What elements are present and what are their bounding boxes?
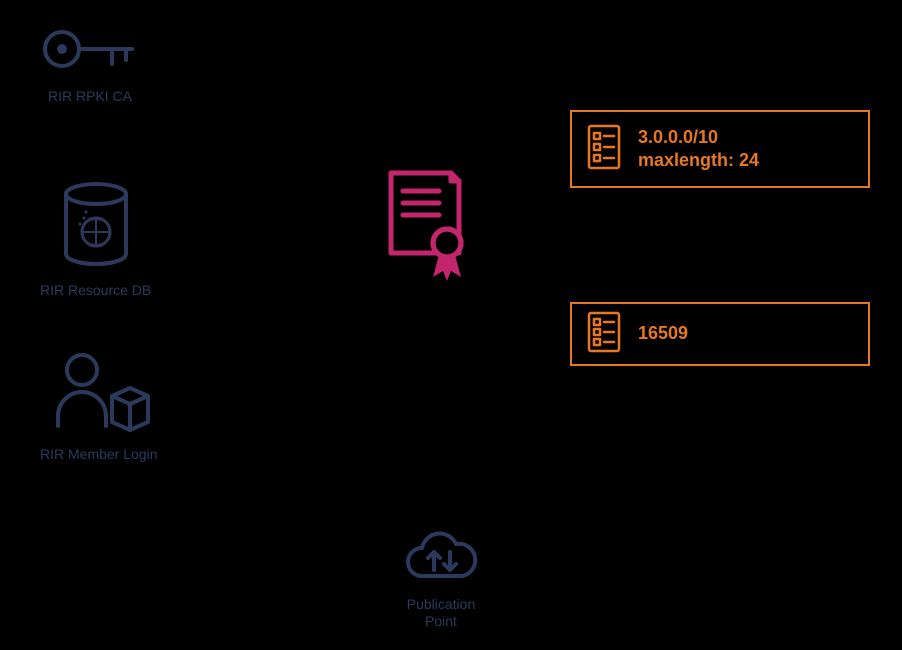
certificate-icon [375, 165, 475, 285]
node-member-login: RIR Member Login [40, 348, 158, 463]
asn-value: 16509 [638, 322, 688, 345]
database-globe-icon [46, 182, 146, 274]
box-asn: 16509 [570, 302, 870, 366]
node-publication-point: Publication Point [398, 530, 484, 630]
node-rpki-ca: RIR RPKI CA [40, 18, 140, 105]
list-icon [586, 310, 622, 359]
label-rpki-ca: RIR RPKI CA [48, 88, 132, 105]
label-publication-point: Publication Point [407, 596, 476, 630]
label-member-login: RIR Member Login [40, 446, 158, 463]
user-package-icon [44, 348, 154, 438]
node-certificate [375, 165, 475, 285]
prefix-value: 3.0.0.0/10 [638, 126, 759, 149]
node-resource-db: RIR Resource DB [40, 182, 151, 299]
prefix-maxlength: maxlength: 24 [638, 149, 759, 172]
cloud-upload-download-icon [398, 530, 484, 588]
key-icon [40, 18, 140, 80]
list-icon [586, 123, 622, 176]
box-prefix: 3.0.0.0/10 maxlength: 24 [570, 110, 870, 188]
label-resource-db: RIR Resource DB [40, 282, 151, 299]
